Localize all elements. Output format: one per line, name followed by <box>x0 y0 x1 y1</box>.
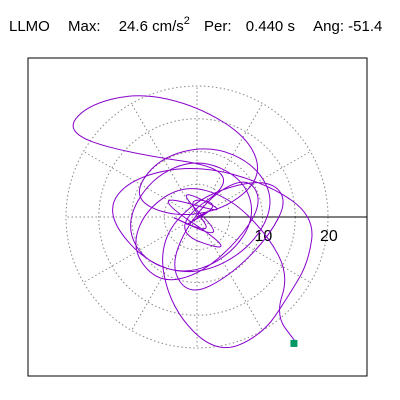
max-value: 24.6 cm/s <box>118 18 184 35</box>
chart-header: LLMO Max: 24.6 cm/s2 Per: 0.440 s Ang: -… <box>9 15 383 35</box>
period-label: Per: <box>204 18 232 35</box>
station-code: LLMO <box>9 18 50 35</box>
grid-spoke <box>83 151 198 218</box>
grid-spoke <box>83 216 198 283</box>
angle-value: -51.4 <box>348 18 383 35</box>
angle-label: Ang: <box>313 18 344 35</box>
radial-tick-label: 10 <box>255 228 273 245</box>
period-value: 0.440 s <box>245 18 295 35</box>
max-label: Max: <box>68 18 101 35</box>
grid-spoke <box>196 103 263 218</box>
radial-tick-label: 20 <box>320 228 338 245</box>
grid-spoke <box>196 151 311 218</box>
max-unit-exponent: 2 <box>183 15 190 27</box>
grid-spoke <box>196 216 311 283</box>
orbit-trace-line <box>72 95 313 349</box>
trace-end-marker <box>290 339 298 347</box>
grid-spoke <box>131 103 198 218</box>
